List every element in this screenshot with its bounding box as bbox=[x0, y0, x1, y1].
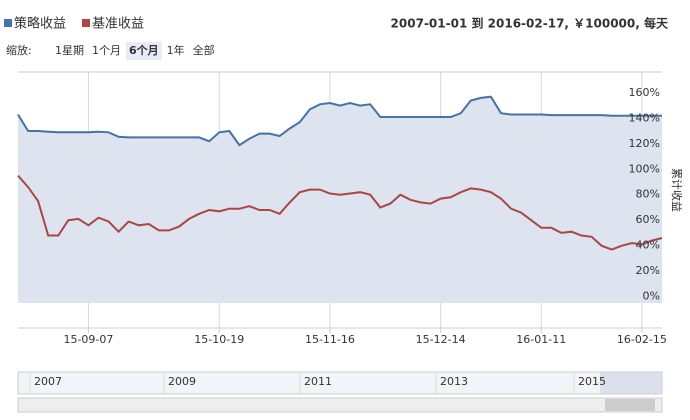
x-tick-label: 15-12-14 bbox=[416, 333, 466, 346]
range-button-label[interactable]: 6个月 bbox=[129, 43, 159, 57]
range-button[interactable] bbox=[126, 42, 162, 60]
y-tick-label: 160% bbox=[629, 86, 660, 99]
range-button[interactable] bbox=[52, 42, 87, 60]
legend-label[interactable]: 基准收益 bbox=[92, 17, 144, 32]
navigator-label: 2013 bbox=[440, 375, 468, 388]
range-button-label[interactable]: 1年 bbox=[167, 43, 185, 57]
range-label: 缩放: bbox=[6, 43, 32, 57]
y-tick-label: 80% bbox=[636, 188, 660, 201]
y-tick-label: 0% bbox=[643, 290, 660, 303]
series-area bbox=[18, 96, 662, 303]
x-tick-label: 16-02-15 bbox=[617, 333, 667, 346]
series-line bbox=[17, 95, 662, 147]
range-button-label[interactable]: 全部 bbox=[193, 43, 215, 57]
navigator-mask[interactable] bbox=[600, 372, 662, 394]
navigator[interactable] bbox=[17, 371, 663, 395]
legend-label[interactable]: 策略收益 bbox=[14, 16, 66, 32]
y-tick-label: 60% bbox=[636, 213, 660, 226]
legend-swatch[interactable] bbox=[4, 19, 12, 27]
scrollbar-thumb[interactable] bbox=[605, 399, 655, 411]
x-tick-label: 15-11-16 bbox=[305, 333, 355, 346]
scrollbar[interactable] bbox=[17, 397, 663, 413]
range-button-label[interactable]: 1个月 bbox=[92, 44, 121, 57]
range-button[interactable] bbox=[189, 42, 218, 60]
y-tick-label: 120% bbox=[629, 137, 660, 150]
x-tick-label: 16-01-11 bbox=[516, 333, 566, 346]
chart-subtitle: 2007-01-01 到 2016-02-17, ￥100000, 每天 bbox=[391, 16, 669, 31]
y-tick-label: 140% bbox=[629, 111, 660, 124]
x-tick-label: 15-10-19 bbox=[194, 333, 244, 346]
navigator-label: 2011 bbox=[304, 375, 332, 388]
legend-swatch[interactable] bbox=[82, 19, 91, 27]
x-tick-label: 15-09-07 bbox=[63, 333, 113, 346]
range-button[interactable] bbox=[89, 42, 124, 60]
range-button[interactable] bbox=[163, 42, 188, 60]
navigator-label: 2009 bbox=[168, 375, 196, 388]
y-axis-title: 累计收益 bbox=[670, 168, 684, 212]
navigator-label: 2015 bbox=[578, 375, 606, 388]
navigator-label: 2007 bbox=[34, 375, 62, 388]
y-tick-label: 40% bbox=[636, 239, 660, 252]
series-line bbox=[17, 174, 663, 251]
y-tick-label: 100% bbox=[629, 162, 660, 175]
range-button-label[interactable]: 1星期 bbox=[55, 44, 84, 57]
y-tick-label: 20% bbox=[636, 264, 660, 277]
